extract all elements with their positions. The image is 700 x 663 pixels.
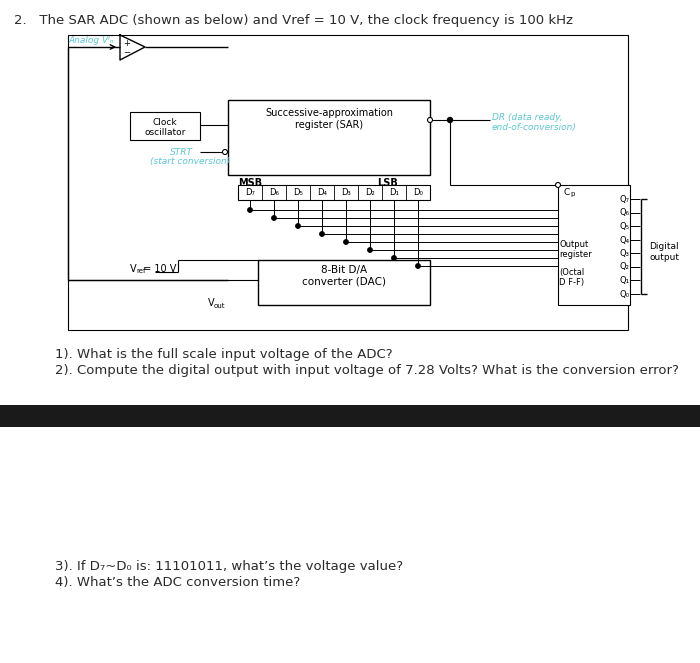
Text: Q₁: Q₁: [620, 276, 630, 285]
Text: C: C: [563, 188, 569, 197]
Text: = 10 V: = 10 V: [140, 264, 176, 274]
Text: p: p: [570, 191, 575, 197]
Text: Q₅: Q₅: [620, 222, 630, 231]
Circle shape: [416, 264, 420, 269]
Text: Clock
oscillator: Clock oscillator: [144, 118, 186, 137]
Text: D₄: D₄: [317, 188, 327, 197]
Text: Q₄: Q₄: [620, 235, 630, 245]
Circle shape: [223, 149, 228, 154]
Text: Analog Vᴵₙ: Analog Vᴵₙ: [68, 36, 113, 45]
Text: (start conversion): (start conversion): [150, 157, 230, 166]
Text: 3). If D₇~D₀ is: 11101011, what’s the voltage value?: 3). If D₇~D₀ is: 11101011, what’s the vo…: [55, 560, 403, 573]
Text: MSB: MSB: [238, 178, 262, 188]
Circle shape: [447, 117, 452, 123]
Text: 1). What is the full scale input voltage of the ADC?: 1). What is the full scale input voltage…: [55, 348, 393, 361]
Text: Q₇: Q₇: [620, 195, 630, 204]
Bar: [238, 185, 430, 200]
Circle shape: [296, 224, 300, 228]
Text: +: +: [123, 38, 130, 48]
Text: LSB: LSB: [377, 178, 398, 188]
Circle shape: [392, 256, 396, 260]
Text: D₀: D₀: [413, 188, 423, 197]
Text: Successive-approximation
register (SAR): Successive-approximation register (SAR): [265, 108, 393, 129]
Text: 2.   The SAR ADC (shown as below) and Vref = 10 V, the clock frequency is 100 kH: 2. The SAR ADC (shown as below) and Vref…: [14, 14, 573, 27]
Bar: [228, 100, 430, 175]
Text: (Octal: (Octal: [559, 268, 584, 277]
Circle shape: [272, 215, 276, 220]
Text: Q₆: Q₆: [620, 208, 630, 217]
Circle shape: [344, 240, 348, 244]
Text: D₇: D₇: [245, 188, 255, 197]
Bar: [558, 185, 630, 305]
Text: D₁: D₁: [389, 188, 399, 197]
Text: STRT: STRT: [170, 148, 193, 157]
Circle shape: [428, 117, 433, 123]
Text: Output: Output: [559, 240, 588, 249]
Bar: [68, 35, 628, 330]
Text: D F-F): D F-F): [559, 278, 584, 287]
Text: D₅: D₅: [293, 188, 303, 197]
Circle shape: [556, 182, 561, 188]
Bar: [0, 405, 700, 427]
Text: D₃: D₃: [341, 188, 351, 197]
Circle shape: [248, 208, 252, 212]
Text: V: V: [208, 298, 215, 308]
Text: Q₂: Q₂: [620, 263, 630, 272]
Text: ref: ref: [136, 268, 146, 274]
Text: 4). What’s the ADC conversion time?: 4). What’s the ADC conversion time?: [55, 576, 300, 589]
Text: DR (data ready,
end-of-conversion): DR (data ready, end-of-conversion): [492, 113, 577, 133]
Text: register: register: [559, 250, 592, 259]
Text: D₂: D₂: [365, 188, 375, 197]
Text: Q₀: Q₀: [620, 290, 630, 298]
Text: 2). Compute the digital output with input voltage of 7.28 Volts? What is the con: 2). Compute the digital output with inpu…: [55, 364, 679, 377]
Text: D₆: D₆: [269, 188, 279, 197]
Bar: [130, 112, 200, 140]
Circle shape: [320, 232, 324, 236]
Bar: [258, 260, 430, 305]
Text: Digital
output: Digital output: [649, 242, 679, 262]
Text: −: −: [123, 48, 130, 58]
Text: Q₃: Q₃: [620, 249, 630, 258]
Text: V: V: [130, 264, 136, 274]
Circle shape: [368, 248, 372, 252]
Text: 8-Bit D/A
converter (DAC): 8-Bit D/A converter (DAC): [302, 265, 386, 286]
Text: out: out: [214, 303, 225, 309]
